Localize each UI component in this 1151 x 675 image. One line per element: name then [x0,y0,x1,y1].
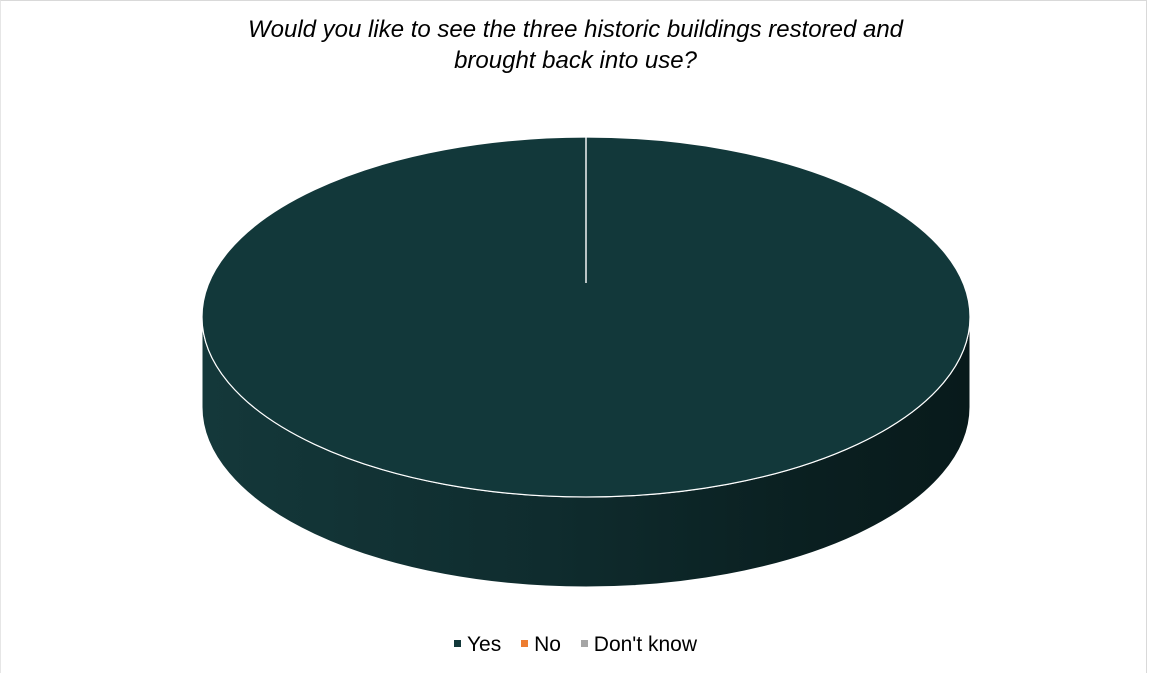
legend-swatch-dont-know [580,639,588,647]
chart-title-line-2: brought back into use? [454,47,697,74]
chart-title: Would you like to see the three historic… [0,14,1151,76]
legend: Yes No Don't know [0,632,1151,658]
legend-item-no[interactable]: No [521,632,561,658]
legend-swatch-yes [453,639,461,647]
legend-label-no: No [534,633,561,656]
legend-item-dont-know[interactable]: Don't know [580,632,698,658]
pie-plot-area [201,136,971,588]
chart-title-line-1: Would you like to see the three historic… [247,16,904,43]
legend-label-dont-know: Don't know [593,633,698,656]
legend-swatch-no [521,639,529,647]
legend-label-yes: Yes [466,633,502,656]
legend-item-yes[interactable]: Yes [453,632,502,658]
